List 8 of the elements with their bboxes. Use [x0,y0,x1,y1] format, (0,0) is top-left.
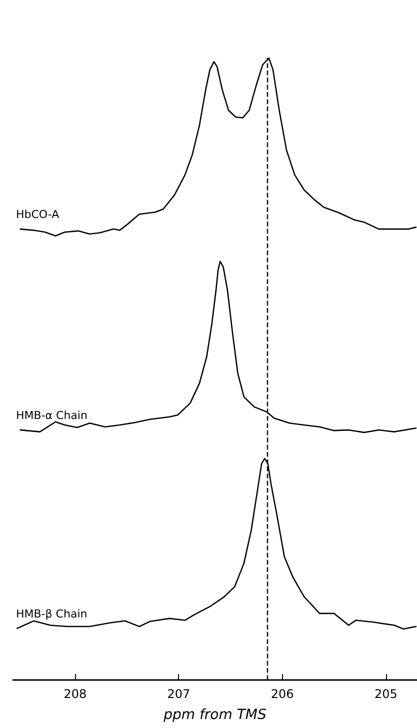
series-label: HMB-β Chain [16,607,88,620]
x-tick-label: 205 [374,687,398,701]
series-label: HbCO-A [16,208,60,222]
x-tick-label: 208 [64,687,87,701]
x-tick-label: 206 [270,687,294,701]
x-axis-title: ppm from TMS [162,707,266,723]
series-label: HMB-α Chain [16,408,88,422]
x-tick-label: 207 [167,687,190,701]
